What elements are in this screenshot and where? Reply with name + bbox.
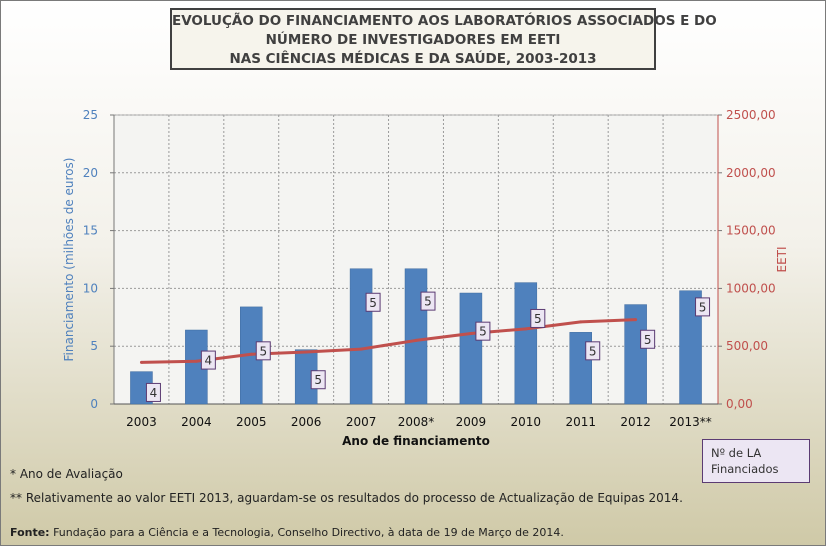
eeti-point bbox=[524, 327, 528, 331]
eeti-point bbox=[469, 331, 473, 335]
eeti-point bbox=[139, 360, 143, 364]
bar-count-label-box bbox=[585, 341, 601, 361]
eeti-point bbox=[579, 320, 583, 324]
bar-count-label: 4 bbox=[150, 386, 158, 400]
bar-count-label-box bbox=[255, 341, 271, 361]
y-tick-label: 25 bbox=[83, 108, 98, 122]
x-axis-title: Ano de financiamento bbox=[342, 434, 490, 448]
y-right-tick-label: 1500,00 bbox=[726, 224, 776, 238]
legend-line-2: Financiados bbox=[711, 462, 779, 476]
y-right-tick-label: 2500,00 bbox=[726, 108, 776, 122]
eeti-line bbox=[141, 318, 636, 364]
eeti-point bbox=[634, 318, 638, 322]
bar-count-label-box bbox=[475, 321, 491, 341]
bar-count-label: 5 bbox=[314, 373, 322, 387]
bar bbox=[624, 304, 647, 405]
bar-count-label-box bbox=[530, 308, 546, 328]
bar-count-label-box bbox=[420, 291, 436, 311]
bar bbox=[349, 268, 373, 405]
bar-count-label-box bbox=[145, 382, 161, 402]
x-tick-label: 2007 bbox=[346, 415, 377, 429]
x-tick-label: 2013** bbox=[669, 415, 712, 429]
y-right-tick-label: 500,00 bbox=[726, 339, 768, 353]
eeti-point bbox=[304, 350, 308, 354]
y-tick-label: 5 bbox=[90, 339, 98, 353]
bar-count-label: 5 bbox=[424, 295, 432, 309]
bar-count-label: 4 bbox=[205, 354, 213, 368]
x-tick-label: 2011 bbox=[565, 415, 596, 429]
x-tick-label: 2010 bbox=[511, 415, 542, 429]
legend-la-count: Nº de LA Financiados bbox=[702, 439, 810, 483]
bar bbox=[404, 268, 428, 405]
eeti-point bbox=[414, 338, 418, 342]
y-tick-label: 10 bbox=[83, 281, 98, 295]
bar-count-label-box bbox=[200, 350, 216, 370]
bar-count-label-box bbox=[365, 292, 381, 312]
y-tick-label: 0 bbox=[90, 397, 98, 411]
bar bbox=[459, 292, 483, 405]
bar-count-label-box bbox=[640, 329, 656, 349]
bar-count-label: 5 bbox=[259, 344, 267, 358]
bar bbox=[679, 290, 702, 405]
title-line-1: EVOLUÇÃO DO FINANCIAMENTO AOS LABORATÓRI… bbox=[172, 13, 717, 29]
x-tick-label: 2003 bbox=[126, 415, 157, 429]
eeti-point bbox=[194, 359, 198, 363]
x-tick-label: 2005 bbox=[236, 415, 267, 429]
title-line-3: NAS CIÊNCIAS MÉDICAS E DA SAÚDE, 2003-20… bbox=[229, 51, 597, 67]
x-tick-label: 2004 bbox=[181, 415, 212, 429]
y-right-axis-title: EETI bbox=[775, 246, 789, 272]
chart-title: EVOLUÇÃO DO FINANCIAMENTO AOS LABORATÓRI… bbox=[170, 8, 717, 70]
bar-count-label: 5 bbox=[369, 296, 377, 310]
bar-count-label: 5 bbox=[589, 344, 597, 358]
bar-count-label: 5 bbox=[479, 325, 487, 339]
y-right-tick-label: 1000,00 bbox=[726, 281, 776, 295]
source-label: Fonte: bbox=[10, 526, 50, 539]
eeti-point bbox=[359, 347, 363, 351]
x-tick-label: 2009 bbox=[456, 415, 487, 429]
title-line-2: NÚMERO DE INVESTIGADORES EM EETI bbox=[265, 32, 561, 48]
y-tick-label: 15 bbox=[83, 224, 98, 238]
y-right-tick-label: 0,00 bbox=[726, 397, 753, 411]
y-tick-label: 20 bbox=[83, 166, 98, 180]
eeti-point bbox=[249, 352, 253, 356]
bar-count-label: 5 bbox=[534, 312, 542, 326]
x-tick-label: 2006 bbox=[291, 415, 322, 429]
source-text: Fundação para a Ciência e a Tecnologia, … bbox=[49, 526, 564, 539]
bar bbox=[514, 282, 538, 405]
x-tick-label: 2008* bbox=[398, 415, 435, 429]
bar-count-label-box bbox=[695, 297, 711, 317]
x-tick-label: 2012 bbox=[620, 415, 651, 429]
bar-count-label: 5 bbox=[699, 300, 707, 314]
y-right-tick-label: 2000,00 bbox=[726, 166, 776, 180]
y-axis-title: Financiamento (milhões de euros) bbox=[62, 158, 76, 362]
note-evaluation-year: * Ano de Avaliação bbox=[10, 467, 123, 481]
bar-count-label: 5 bbox=[644, 333, 652, 347]
legend-line-1: Nº de LA bbox=[711, 446, 762, 460]
bar-count-label-box bbox=[310, 370, 326, 390]
note-eeti-2013: ** Relativamente ao valor EETI 2013, agu… bbox=[10, 491, 683, 505]
source-note: Fonte: Fundação para a Ciência e a Tecno… bbox=[10, 526, 564, 539]
